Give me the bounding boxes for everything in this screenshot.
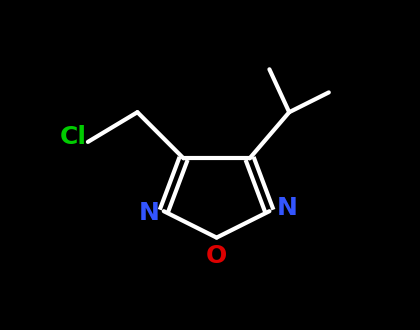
Text: Cl: Cl [60,125,87,149]
Text: O: O [206,244,227,268]
Text: N: N [139,201,159,225]
Text: N: N [277,196,298,220]
